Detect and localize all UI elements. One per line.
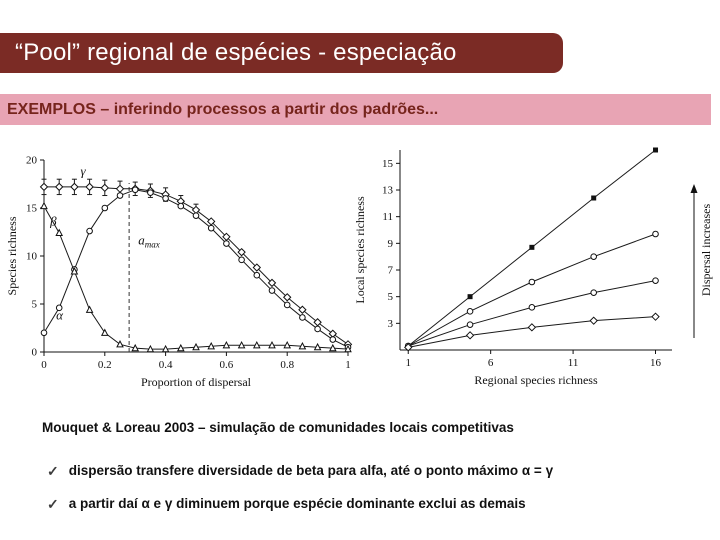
svg-text:9: 9 bbox=[388, 238, 394, 250]
svg-text:15: 15 bbox=[26, 203, 38, 215]
svg-text:0.4: 0.4 bbox=[159, 359, 173, 371]
svg-text:Regional species richness: Regional species richness bbox=[474, 373, 598, 387]
svg-text:5: 5 bbox=[32, 299, 38, 311]
svg-text:0: 0 bbox=[32, 347, 38, 359]
svg-text:1: 1 bbox=[345, 359, 351, 371]
section-header-bar: EXEMPLOS – inferindo processos a partir … bbox=[0, 94, 711, 125]
svg-text:10: 10 bbox=[26, 251, 38, 263]
slide-title: “Pool” regional de espécies - especiação bbox=[15, 39, 457, 66]
bullet-item: ✓ a partir daí α e γ diminuem porque esp… bbox=[47, 495, 687, 513]
svg-text:β: β bbox=[49, 213, 57, 228]
svg-text:amax: amax bbox=[138, 232, 160, 249]
svg-text:Dispersal increases: Dispersal increases bbox=[699, 204, 713, 297]
bullet-list: ✓ dispersão transfere diversidade de bet… bbox=[47, 462, 687, 528]
svg-text:13: 13 bbox=[382, 185, 394, 197]
svg-text:20: 20 bbox=[26, 155, 38, 167]
svg-text:11: 11 bbox=[382, 211, 393, 223]
checkmark-icon: ✓ bbox=[47, 463, 59, 479]
bullet-text: dispersão transfere diversidade de beta … bbox=[68, 463, 554, 478]
svg-text:11: 11 bbox=[568, 357, 579, 369]
checkmark-icon: ✓ bbox=[47, 496, 59, 512]
svg-text:15: 15 bbox=[382, 158, 394, 170]
svg-text:γ: γ bbox=[80, 163, 86, 178]
slide-title-bar: “Pool” regional de espécies - especiação bbox=[0, 33, 563, 73]
svg-text:0: 0 bbox=[41, 359, 47, 371]
bullet-item: ✓ dispersão transfere diversidade de bet… bbox=[47, 462, 687, 480]
svg-text:6: 6 bbox=[488, 357, 494, 369]
svg-text:Proportion of dispersal: Proportion of dispersal bbox=[141, 375, 252, 389]
figure-caption: Mouquet & Loreau 2003 – simulação de com… bbox=[42, 420, 514, 435]
svg-text:3: 3 bbox=[388, 318, 394, 330]
svg-text:α: α bbox=[56, 307, 64, 322]
svg-text:0.6: 0.6 bbox=[220, 359, 234, 371]
svg-text:0.8: 0.8 bbox=[280, 359, 294, 371]
svg-text:Species richness: Species richness bbox=[5, 216, 19, 295]
svg-text:16: 16 bbox=[650, 357, 662, 369]
svg-text:0.2: 0.2 bbox=[98, 359, 112, 371]
svg-text:7: 7 bbox=[388, 265, 394, 277]
section-header: EXEMPLOS – inferindo processos a partir … bbox=[7, 100, 439, 118]
svg-text:Local species richness: Local species richness bbox=[353, 196, 367, 304]
svg-text:5: 5 bbox=[388, 291, 394, 303]
bullet-text: a partir daí α e γ diminuem porque espéc… bbox=[68, 496, 526, 511]
svg-text:1: 1 bbox=[405, 357, 411, 369]
